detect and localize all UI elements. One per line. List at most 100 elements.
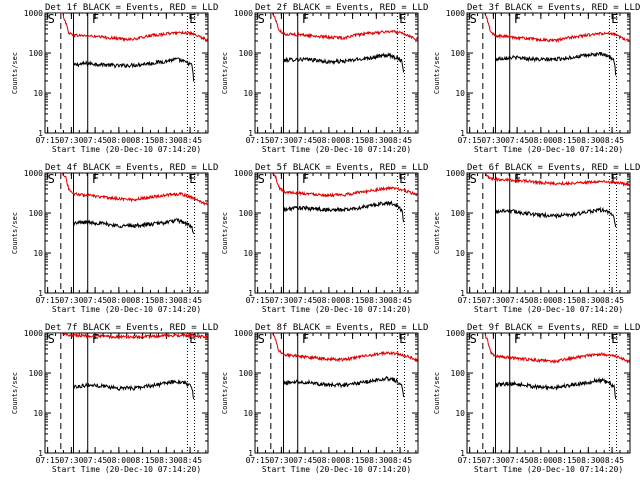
x-tick-label: 08:00 <box>529 296 553 305</box>
series-line-events <box>73 379 195 400</box>
series-line-lld <box>471 13 630 44</box>
x-tick-label: 08:45 <box>388 456 412 465</box>
x-axis-ticks: 07:15 07:30 07:45 08:00 08:15 08:30 08:45 <box>246 333 417 465</box>
y-tick-label: 1000 <box>24 9 43 18</box>
chart-title: Det 4f BLACK = Events, RED = LLD <box>45 163 218 173</box>
y-tick-label: 100 <box>29 209 44 218</box>
x-tick-label: 07:30 <box>59 296 83 305</box>
y-tick-label: 1 <box>38 449 43 458</box>
time-markers <box>270 173 406 293</box>
marker-f: F <box>302 172 309 186</box>
y-tick-label: 1 <box>248 129 253 138</box>
y-tick-label: 10 <box>455 89 465 98</box>
x-tick-label: 08:45 <box>178 136 202 145</box>
y-tick-label: 10 <box>33 89 43 98</box>
series-line-lld <box>259 333 418 363</box>
series-line-lld <box>471 173 630 187</box>
x-axis-ticks: 07:15 07:30 07:45 08:00 08:15 08:30 08:45 <box>36 333 207 465</box>
plot-frame <box>44 172 209 294</box>
x-tick-label: 07:45 <box>293 296 317 305</box>
x-tick-label: 07:15 <box>36 296 60 305</box>
x-tick-label: 08:45 <box>388 136 412 145</box>
x-tick-label: 08:00 <box>529 136 553 145</box>
y-tick-label: 1 <box>460 129 465 138</box>
y-tick-label: 1 <box>248 289 253 298</box>
y-tick-label: 10 <box>33 409 43 418</box>
marker-e: E <box>611 172 618 186</box>
x-tick-label: 07:30 <box>59 136 83 145</box>
x-axis-ticks: 07:15 07:30 07:45 08:00 08:15 08:30 08:45 <box>36 173 207 305</box>
y-tick-label: 1 <box>248 449 253 458</box>
x-tick-label: 08:15 <box>131 136 155 145</box>
x-axis-ticks: 07:15 07:30 07:45 08:00 08:15 08:30 08:45 <box>458 13 629 145</box>
x-tick-label: 08:00 <box>107 456 131 465</box>
x-tick-label: 07:30 <box>481 136 505 145</box>
x-tick-label: 07:45 <box>293 456 317 465</box>
y-tick-label: 10 <box>243 89 253 98</box>
x-tick-label: 07:15 <box>458 136 482 145</box>
series-line-events <box>73 57 195 82</box>
plot-frame <box>254 172 419 294</box>
x-tick-label: 08:15 <box>131 456 155 465</box>
x-tick-label: 07:30 <box>481 296 505 305</box>
x-tick-label: 08:30 <box>576 296 600 305</box>
series-line-lld <box>49 333 208 341</box>
marker-f: F <box>92 12 99 26</box>
x-tick-label: 07:30 <box>269 456 293 465</box>
x-tick-label: 08:30 <box>154 136 178 145</box>
series-line-lld <box>259 13 418 41</box>
x-tick-label: 07:30 <box>481 456 505 465</box>
x-tick-label: 08:30 <box>576 456 600 465</box>
marker-e: E <box>189 332 196 346</box>
x-axis-label: Start Time (20-Dec-10 07:14:20) <box>262 145 411 154</box>
y-axis-ticks: 1 10 100 1000 <box>24 169 208 298</box>
x-tick-label: 07:45 <box>83 456 107 465</box>
y-tick-label: 100 <box>29 369 44 378</box>
y-tick-label: 100 <box>29 49 44 58</box>
y-tick-label: 1000 <box>446 329 465 338</box>
marker-s: S <box>470 12 477 26</box>
y-axis-label: Counts/sec <box>11 372 19 414</box>
y-tick-label: 1000 <box>24 329 43 338</box>
time-markers <box>270 333 406 453</box>
chart-panel: Det 7f BLACK = Events, RED = LLD 1 10 100 10… <box>11 323 218 474</box>
x-tick-label: 08:15 <box>341 136 365 145</box>
x-tick-label: 08:00 <box>107 296 131 305</box>
time-markers <box>482 333 618 453</box>
x-axis-label: Start Time (20-Dec-10 07:14:20) <box>52 465 201 474</box>
y-axis-ticks: 1 10 100 1000 <box>234 9 418 138</box>
x-axis-ticks: 07:15 07:30 07:45 08:00 08:15 08:30 08:45 <box>458 173 629 305</box>
plot-frame <box>466 172 631 294</box>
x-axis-ticks: 07:15 07:30 07:45 08:00 08:15 08:30 08:45 <box>246 13 417 145</box>
x-axis-label: Start Time (20-Dec-10 07:14:20) <box>474 145 623 154</box>
y-tick-label: 1 <box>38 289 43 298</box>
x-tick-label: 07:45 <box>505 456 529 465</box>
x-tick-label: 08:15 <box>341 456 365 465</box>
chart-title: Det 1f BLACK = Events, RED = LLD <box>45 3 218 13</box>
y-tick-label: 100 <box>239 209 254 218</box>
chart-panel: Det 1f BLACK = Events, RED = LLD 1 10 100 10… <box>11 3 218 154</box>
x-tick-label: 07:15 <box>246 456 270 465</box>
marker-e: E <box>399 172 406 186</box>
x-tick-label: 08:30 <box>154 456 178 465</box>
marker-f: F <box>514 12 521 26</box>
marker-f: F <box>92 172 99 186</box>
plot-frame <box>466 332 631 454</box>
x-tick-label: 08:45 <box>178 296 202 305</box>
marker-e: E <box>611 12 618 26</box>
x-tick-label: 07:15 <box>36 136 60 145</box>
x-tick-label: 08:00 <box>317 456 341 465</box>
y-tick-label: 100 <box>451 209 466 218</box>
x-axis-label: Start Time (20-Dec-10 07:14:20) <box>474 305 623 314</box>
marker-s: S <box>470 172 477 186</box>
marker-e: E <box>399 12 406 26</box>
x-tick-label: 08:45 <box>600 136 624 145</box>
x-tick-label: 07:15 <box>246 136 270 145</box>
x-axis-label: Start Time (20-Dec-10 07:14:20) <box>52 145 201 154</box>
x-tick-label: 08:00 <box>317 296 341 305</box>
y-tick-label: 1000 <box>446 169 465 178</box>
marker-e: E <box>189 12 196 26</box>
series-line-events <box>495 377 617 399</box>
